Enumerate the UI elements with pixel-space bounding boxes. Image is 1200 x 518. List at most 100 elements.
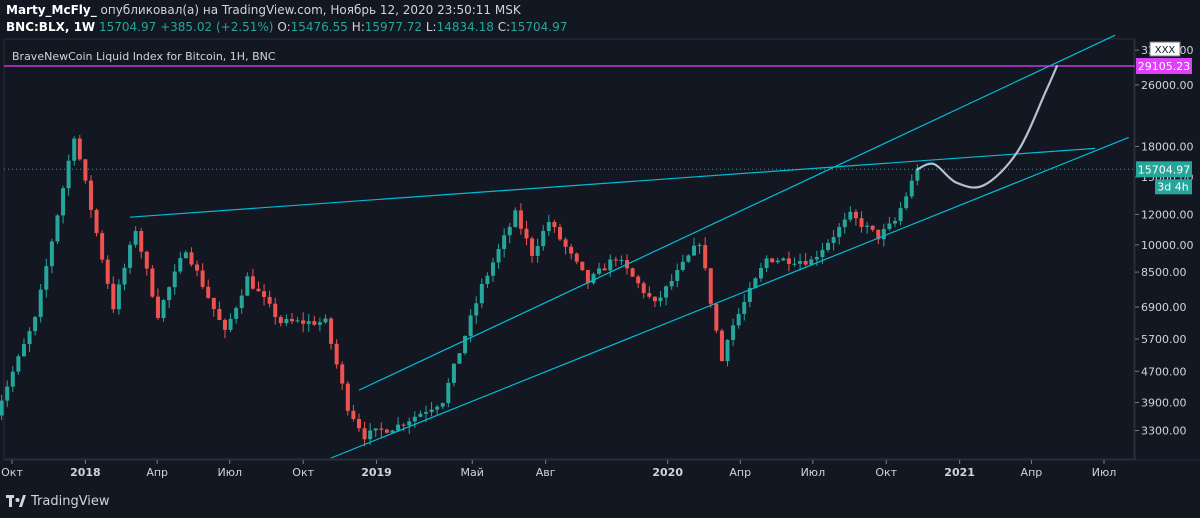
candle-body: [479, 283, 484, 304]
resistance-trendline[interactable]: [130, 147, 1096, 218]
candle-body: [652, 296, 657, 302]
candle-body: [708, 268, 713, 304]
x-tick-label: Май: [461, 466, 484, 479]
candle-body: [781, 258, 786, 261]
target-price-label: 29105.23: [1138, 60, 1191, 73]
candle-body: [83, 159, 88, 181]
candle-body: [876, 229, 881, 240]
upper-channel-trendline[interactable]: [358, 34, 1116, 391]
candle-body: [172, 271, 177, 288]
candle-body: [384, 429, 389, 433]
y-tick-label: 18000.00: [1141, 140, 1194, 153]
author-name[interactable]: Marty_McFly_: [6, 3, 97, 17]
candle-body: [798, 261, 803, 264]
candle-body: [390, 430, 395, 433]
candle-body: [139, 231, 144, 252]
candle-body: [585, 270, 590, 284]
candle-body: [111, 283, 116, 310]
candle-body: [764, 258, 769, 268]
candle-body: [608, 259, 613, 271]
x-tick-label: Июл: [801, 466, 826, 479]
candle-body: [239, 295, 244, 308]
candle-body: [513, 210, 518, 227]
candle-body: [301, 320, 306, 324]
candle-body: [418, 413, 423, 417]
candle-body: [574, 253, 579, 262]
candle-body: [183, 252, 188, 259]
target-tag-label: XXX: [1155, 45, 1176, 56]
candle-body: [88, 180, 93, 210]
candle-body: [317, 322, 322, 325]
candle-body: [530, 238, 535, 256]
candle-body: [150, 268, 155, 297]
candle-body: [463, 336, 468, 354]
candle-body: [340, 364, 345, 384]
candle-body: [250, 276, 255, 289]
candle-body: [161, 300, 166, 318]
candle-body: [524, 228, 529, 239]
candle-body: [865, 225, 870, 227]
candle-body: [898, 208, 903, 221]
candle-body: [256, 288, 261, 292]
open-label: O:: [277, 20, 291, 34]
y-tick-label: 4700.00: [1141, 365, 1187, 378]
candle-body: [915, 169, 920, 181]
countdown-box: [1155, 179, 1192, 195]
countdown-label: 3d 4h: [1157, 180, 1188, 193]
lower-channel-trendline[interactable]: [330, 136, 1129, 459]
candle-body: [295, 320, 300, 322]
x-tick-label: Авг: [536, 466, 556, 479]
x-tick-label: Апр: [729, 466, 751, 479]
low-label: L:: [425, 20, 437, 34]
symbol-label[interactable]: BNC:BLX, 1W: [6, 20, 96, 34]
candle-body: [697, 245, 702, 247]
candle-body: [77, 138, 82, 160]
x-tick-label: 2018: [70, 466, 101, 479]
chart-frame: [3, 38, 1135, 460]
candle-body: [334, 343, 339, 365]
candle-body: [407, 421, 412, 426]
candle-body: [440, 403, 445, 407]
candle-body: [775, 260, 780, 263]
candle-body: [742, 302, 747, 314]
y-tick-label: 10000.00: [1141, 239, 1194, 252]
candle-body: [647, 293, 652, 297]
candle-body: [535, 246, 540, 256]
candle-body: [518, 210, 523, 229]
last-price: 15704.97: [99, 20, 157, 34]
target-price-box: [1136, 58, 1192, 75]
candle-body: [786, 258, 791, 264]
chart-title: BraveNewCoin Liquid Index for Bitcoin, 1…: [12, 50, 276, 63]
brand-name[interactable]: TradingView: [31, 494, 110, 509]
candle-body: [719, 330, 724, 362]
candle-body: [435, 406, 440, 410]
low-value: 14834.18: [436, 20, 494, 34]
candle-body: [189, 252, 194, 265]
candle-body: [569, 246, 574, 254]
candle-body: [552, 221, 557, 228]
candle-body: [853, 211, 858, 219]
candle-body: [731, 325, 736, 340]
candle-body: [55, 215, 60, 242]
candle-body: [446, 382, 451, 404]
x-tick-label: Окт: [1, 466, 23, 479]
candle-body: [128, 244, 133, 268]
candle-body: [686, 255, 691, 262]
candle-body: [206, 286, 211, 298]
time-axis: Окт 2018 Апр Июл Окт 2019 Май Авг 2020 Апр Июл Окт 2…: [1, 460, 1116, 479]
candle-body: [602, 268, 607, 271]
candle-body: [44, 266, 49, 290]
candle-body: [803, 261, 808, 265]
target-tag-box[interactable]: [1149, 41, 1181, 57]
projection-path[interactable]: [916, 64, 1059, 189]
x-tick-label: 2020: [652, 466, 683, 479]
candle-body: [278, 316, 283, 324]
candle-body: [636, 276, 641, 284]
candle-body: [591, 273, 596, 284]
candle-body: [100, 233, 105, 260]
candle-body: [664, 286, 669, 298]
candle-body: [736, 313, 741, 326]
candle-body: [412, 416, 417, 422]
candle-body: [814, 256, 819, 260]
